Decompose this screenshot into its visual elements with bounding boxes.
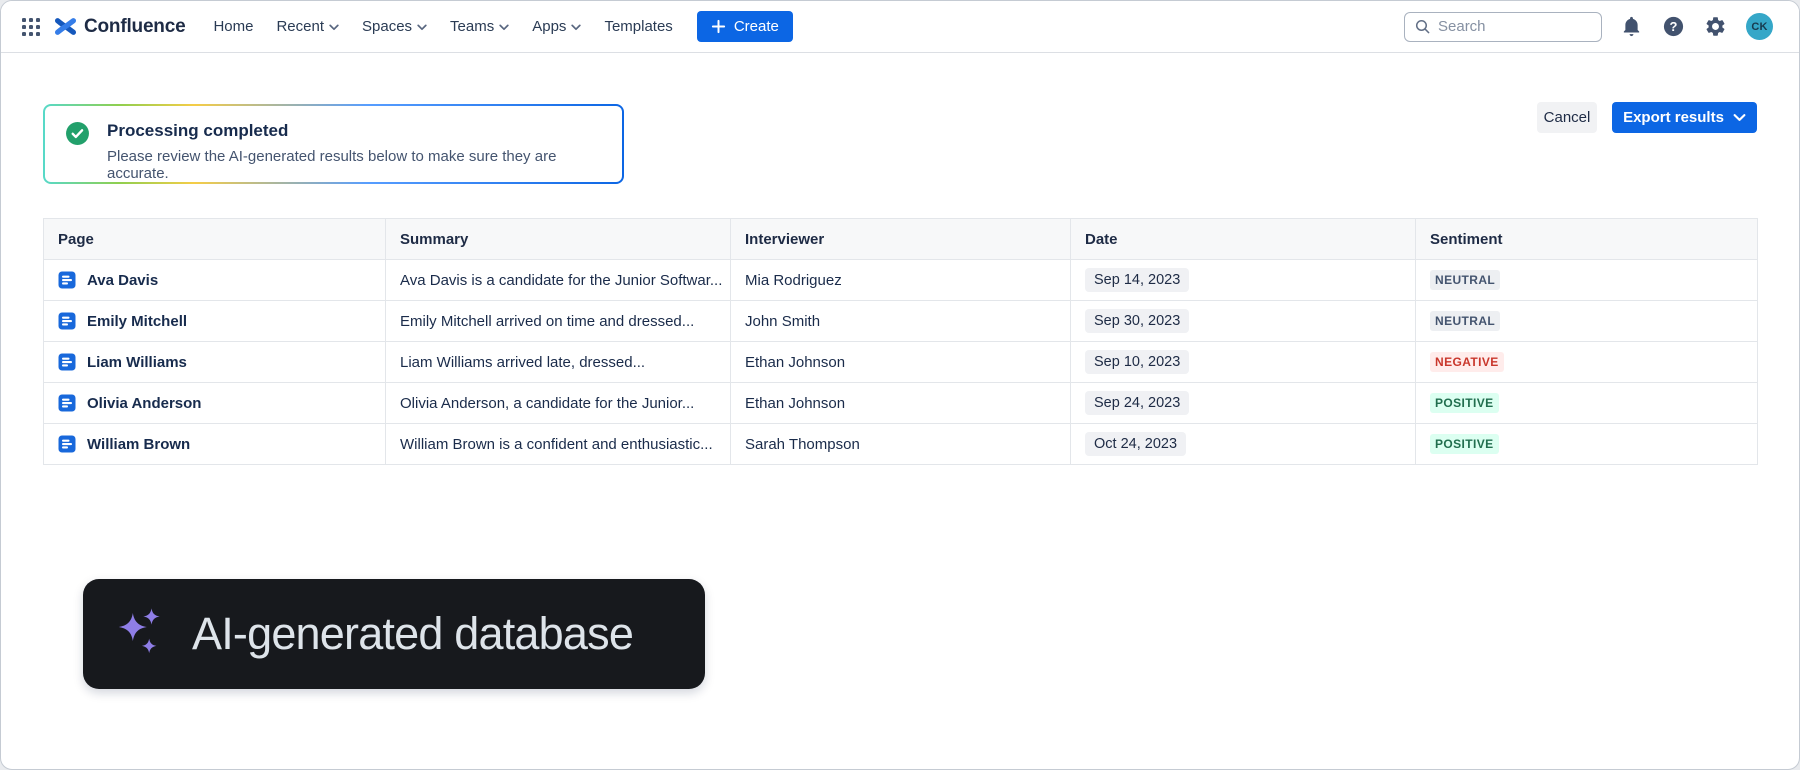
sentiment-badge: NEGATIVE xyxy=(1430,352,1504,372)
sentiment-cell: NEGATIVE xyxy=(1415,341,1758,383)
user-avatar[interactable]: CK xyxy=(1746,13,1773,40)
page-doc-icon xyxy=(58,312,76,330)
date-cell: Oct 24, 2023 xyxy=(1070,423,1416,465)
page-name-link[interactable]: Liam Williams xyxy=(87,353,187,371)
page-doc-icon xyxy=(58,394,76,412)
column-header-sentiment: Sentiment xyxy=(1415,218,1758,260)
date-pill: Sep 30, 2023 xyxy=(1085,309,1190,333)
banner-title: Processing completed xyxy=(107,121,289,140)
interviewer-cell: Ethan Johnson xyxy=(730,341,1071,383)
chevron-down-icon xyxy=(329,24,339,31)
interviewer-cell: Ethan Johnson xyxy=(730,382,1071,424)
svg-text:?: ? xyxy=(1670,19,1678,34)
banner-description: Please review the AI-generated results b… xyxy=(107,148,557,182)
summary-cell: Olivia Anderson, a candidate for the Jun… xyxy=(385,382,731,424)
column-header-date: Date xyxy=(1070,218,1416,260)
date-cell: Sep 14, 2023 xyxy=(1070,259,1416,301)
page-name-link[interactable]: Ava Davis xyxy=(87,271,159,289)
ai-sparkles-icon xyxy=(113,606,169,662)
interviewer-cell: Sarah Thompson xyxy=(730,423,1071,465)
page-name-link[interactable]: Olivia Anderson xyxy=(87,394,202,412)
date-pill: Sep 24, 2023 xyxy=(1085,391,1190,415)
nav-icon-group: ? CK xyxy=(1620,13,1773,40)
plus-icon xyxy=(711,19,725,34)
help-icon[interactable]: ? xyxy=(1662,15,1685,38)
date-pill: Oct 24, 2023 xyxy=(1085,432,1187,456)
sentiment-cell: POSITIVE xyxy=(1415,423,1758,465)
table-header-row: Page Summary Interviewer Date Sentiment xyxy=(43,218,1758,260)
sentiment-cell: NEUTRAL xyxy=(1415,259,1758,301)
page-doc-icon xyxy=(58,353,76,371)
interviewer-cell: John Smith xyxy=(730,300,1071,342)
export-results-button[interactable]: Export results xyxy=(1612,102,1757,133)
create-button[interactable]: Create xyxy=(696,11,793,42)
nav-item-spaces[interactable]: Spaces xyxy=(362,18,427,35)
summary-cell: Liam Williams arrived late, dressed... xyxy=(385,341,731,383)
table-row: William Brown William Brown is a confide… xyxy=(43,423,1758,465)
page-cell: Liam Williams xyxy=(43,341,386,383)
confluence-logo[interactable]: Confluence xyxy=(55,15,186,38)
date-cell: Sep 30, 2023 xyxy=(1070,300,1416,342)
page-name-link[interactable]: Emily Mitchell xyxy=(87,312,188,330)
table-row: Emily Mitchell Emily Mitchell arrived on… xyxy=(43,300,1758,342)
chevron-down-icon xyxy=(499,24,509,31)
page-cell: Emily Mitchell xyxy=(43,300,386,342)
app-switcher-icon[interactable] xyxy=(22,17,40,36)
settings-gear-icon[interactable] xyxy=(1704,15,1727,38)
nav-items: Home Recent Spaces Teams Apps Templates xyxy=(213,18,672,35)
sentiment-cell: POSITIVE xyxy=(1415,382,1758,424)
success-check-icon xyxy=(65,121,90,146)
summary-cell: Ava Davis is a candidate for the Junior … xyxy=(385,259,731,301)
processing-banner: Processing completed Please review the A… xyxy=(43,104,624,184)
table-row: Liam Williams Liam Williams arrived late… xyxy=(43,341,1758,383)
chevron-down-icon xyxy=(1733,114,1746,121)
sentiment-badge: NEUTRAL xyxy=(1430,311,1501,331)
cancel-button[interactable]: Cancel xyxy=(1537,102,1597,133)
summary-cell: Emily Mitchell arrived on time and dress… xyxy=(385,300,731,342)
ai-generated-tooltip: AI-generated database xyxy=(83,579,705,689)
nav-item-templates[interactable]: Templates xyxy=(604,18,673,35)
nav-item-apps[interactable]: Apps xyxy=(532,18,582,35)
notifications-bell-icon[interactable] xyxy=(1620,15,1643,38)
chevron-down-icon xyxy=(417,24,427,31)
page-doc-icon xyxy=(58,435,76,453)
nav-item-home[interactable]: Home xyxy=(213,18,254,35)
date-cell: Sep 10, 2023 xyxy=(1070,341,1416,383)
nav-item-teams[interactable]: Teams xyxy=(450,18,509,35)
nav-item-recent[interactable]: Recent xyxy=(276,18,339,35)
table-row: Ava Davis Ava Davis is a candidate for t… xyxy=(43,259,1758,301)
search-icon xyxy=(1414,18,1431,35)
date-pill: Sep 14, 2023 xyxy=(1085,268,1190,292)
table-row: Olivia Anderson Olivia Anderson, a candi… xyxy=(43,382,1758,424)
confluence-logo-icon xyxy=(55,16,76,37)
summary-cell: William Brown is a confident and enthusi… xyxy=(385,423,731,465)
sentiment-badge: NEUTRAL xyxy=(1430,270,1501,290)
page-cell: Olivia Anderson xyxy=(43,382,386,424)
interviewer-cell: Mia Rodriguez xyxy=(730,259,1071,301)
sentiment-badge: POSITIVE xyxy=(1430,393,1499,413)
brand-name: Confluence xyxy=(84,15,186,37)
column-header-summary: Summary xyxy=(385,218,731,260)
date-cell: Sep 24, 2023 xyxy=(1070,382,1416,424)
results-table: Page Summary Interviewer Date Sentiment Ava … xyxy=(43,218,1758,465)
search-input[interactable] xyxy=(1438,18,1592,35)
date-pill: Sep 10, 2023 xyxy=(1085,350,1190,374)
column-header-interviewer: Interviewer xyxy=(730,218,1071,260)
page-cell: William Brown xyxy=(43,423,386,465)
page-doc-icon xyxy=(58,271,76,289)
page-name-link[interactable]: William Brown xyxy=(87,435,191,453)
ai-tooltip-label: AI-generated database xyxy=(192,608,634,659)
sentiment-cell: NEUTRAL xyxy=(1415,300,1758,342)
chevron-down-icon xyxy=(571,24,582,31)
search-box[interactable] xyxy=(1404,11,1602,42)
page-cell: Ava Davis xyxy=(43,259,386,301)
top-navigation: Confluence Home Recent Spaces Teams Apps Temp… xyxy=(1,1,1799,53)
column-header-page: Page xyxy=(43,218,386,260)
sentiment-badge: POSITIVE xyxy=(1430,434,1499,454)
